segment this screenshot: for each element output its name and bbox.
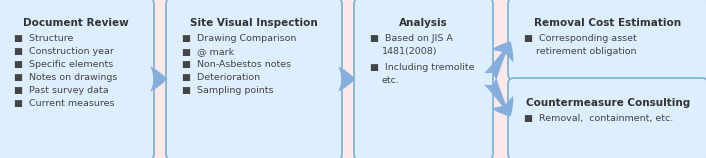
FancyBboxPatch shape [0,0,154,158]
FancyBboxPatch shape [354,0,493,158]
Text: 1481(2008): 1481(2008) [382,47,438,56]
Text: ■  Notes on drawings: ■ Notes on drawings [14,73,117,82]
Text: ■  Structure: ■ Structure [14,34,73,43]
Text: ■  Construction year: ■ Construction year [14,47,114,56]
Text: ■  Specific elements: ■ Specific elements [14,60,113,69]
Text: ■  Drawing Comparison: ■ Drawing Comparison [182,34,297,43]
Text: retirement obligation: retirement obligation [536,47,637,56]
Text: Site Visual Inspection: Site Visual Inspection [190,18,318,28]
Text: ■  Corresponding asset: ■ Corresponding asset [524,34,637,43]
Text: ■  Including tremolite: ■ Including tremolite [370,63,474,72]
Text: ■  Past survey data: ■ Past survey data [14,86,109,95]
Text: ■  @ mark: ■ @ mark [182,47,234,56]
FancyBboxPatch shape [508,78,706,158]
Text: ■  Deterioration: ■ Deterioration [182,73,260,82]
Text: ■  Non-Asbestos notes: ■ Non-Asbestos notes [182,60,291,69]
FancyBboxPatch shape [508,0,706,80]
Text: Document Review: Document Review [23,18,129,28]
Text: ■  Current measures: ■ Current measures [14,99,114,108]
Text: Removal Cost Estimation: Removal Cost Estimation [534,18,681,28]
Text: ■  Sampling points: ■ Sampling points [182,86,273,95]
Text: ■  Based on JIS A: ■ Based on JIS A [370,34,453,43]
Text: etc.: etc. [382,76,400,85]
Text: Analysis: Analysis [399,18,448,28]
Text: Countermeasure Consulting: Countermeasure Consulting [526,98,690,108]
FancyBboxPatch shape [166,0,342,158]
Text: ■  Removal,  containment, etc.: ■ Removal, containment, etc. [524,114,674,123]
